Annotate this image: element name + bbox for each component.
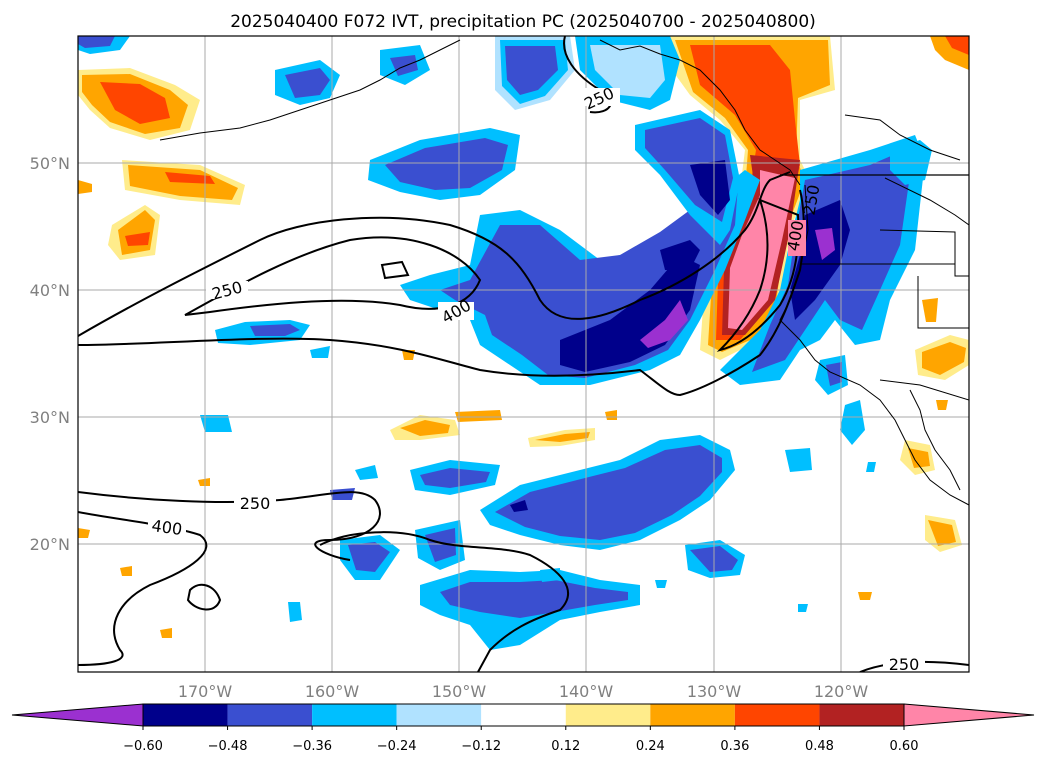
- lon-label-150w: 150°W: [432, 682, 487, 701]
- colorbar-tick-label: −0.60: [123, 739, 163, 754]
- colorbar-extend-high: [903, 703, 1035, 727]
- latitude-labels: 50°N 40°N 30°N 20°N: [30, 154, 70, 554]
- colorbar-tick-label: −0.48: [208, 739, 248, 754]
- colorbar-segment: [143, 704, 228, 726]
- colorbar-segment: [565, 704, 651, 726]
- contour-label-250-c: 250: [240, 494, 271, 513]
- map-frame: [77, 35, 970, 673]
- colorbar-tick-label: 0.12: [551, 739, 580, 754]
- colorbar-segment: [312, 704, 397, 726]
- colorbar-tick-label: 0.36: [720, 739, 749, 754]
- lat-label-30n: 30°N: [30, 408, 70, 427]
- lon-label-160w: 160°W: [305, 682, 360, 701]
- ivt-contour-labels: 250 250 400 250 400 250 400 250: [148, 83, 925, 674]
- lat-label-50n: 50°N: [30, 154, 70, 173]
- colorbar-segment: [481, 704, 566, 726]
- colorbar-tick-label: 0.60: [890, 739, 919, 754]
- lat-label-20n: 20°N: [30, 535, 70, 554]
- colorbar-tick-label: −0.12: [461, 739, 501, 754]
- lon-label-120w: 120°W: [814, 682, 869, 701]
- colorbar-tick-label: 0.48: [805, 739, 834, 754]
- lon-label-130w: 130°W: [687, 682, 742, 701]
- colorbar-segment: [734, 704, 820, 726]
- graticule: [78, 36, 969, 672]
- map-panel: 250 250 400 250 400 250 400 250: [77, 35, 970, 674]
- colorbar-segments: [11, 703, 1035, 727]
- longitude-labels: 170°W 160°W 150°W 140°W 130°W 120°W: [178, 682, 869, 701]
- colorbar-segment: [819, 704, 904, 726]
- map-title: 2025040400 F072 IVT, precipitation PC (2…: [230, 12, 816, 32]
- lon-label-170w: 170°W: [178, 682, 233, 701]
- colorbar-tick-label: 0.24: [636, 739, 665, 754]
- contour-label-250-d: 250: [889, 655, 920, 674]
- colorbar-extend-low: [11, 703, 144, 727]
- lat-label-40n: 40°N: [30, 281, 70, 300]
- colorbar-tick-label: −0.24: [377, 739, 417, 754]
- contour-label-400-b: 400: [150, 516, 183, 539]
- colorbar-segment: [396, 704, 482, 726]
- colorbar-tick-label: −0.36: [292, 739, 332, 754]
- colorbar-ticks: −0.60 −0.48 −0.36 −0.24 −0.12 0.12 0.24 0.36 0.4…: [123, 726, 918, 754]
- colorbar-frame: [142, 703, 905, 727]
- colorbar-segment: [227, 704, 313, 726]
- lon-label-140w: 140°W: [559, 682, 614, 701]
- colorbar-segment: [650, 704, 735, 726]
- colorbar: −0.60 −0.48 −0.36 −0.24 −0.12 0.12 0.24 0.36 0.4…: [11, 703, 1035, 754]
